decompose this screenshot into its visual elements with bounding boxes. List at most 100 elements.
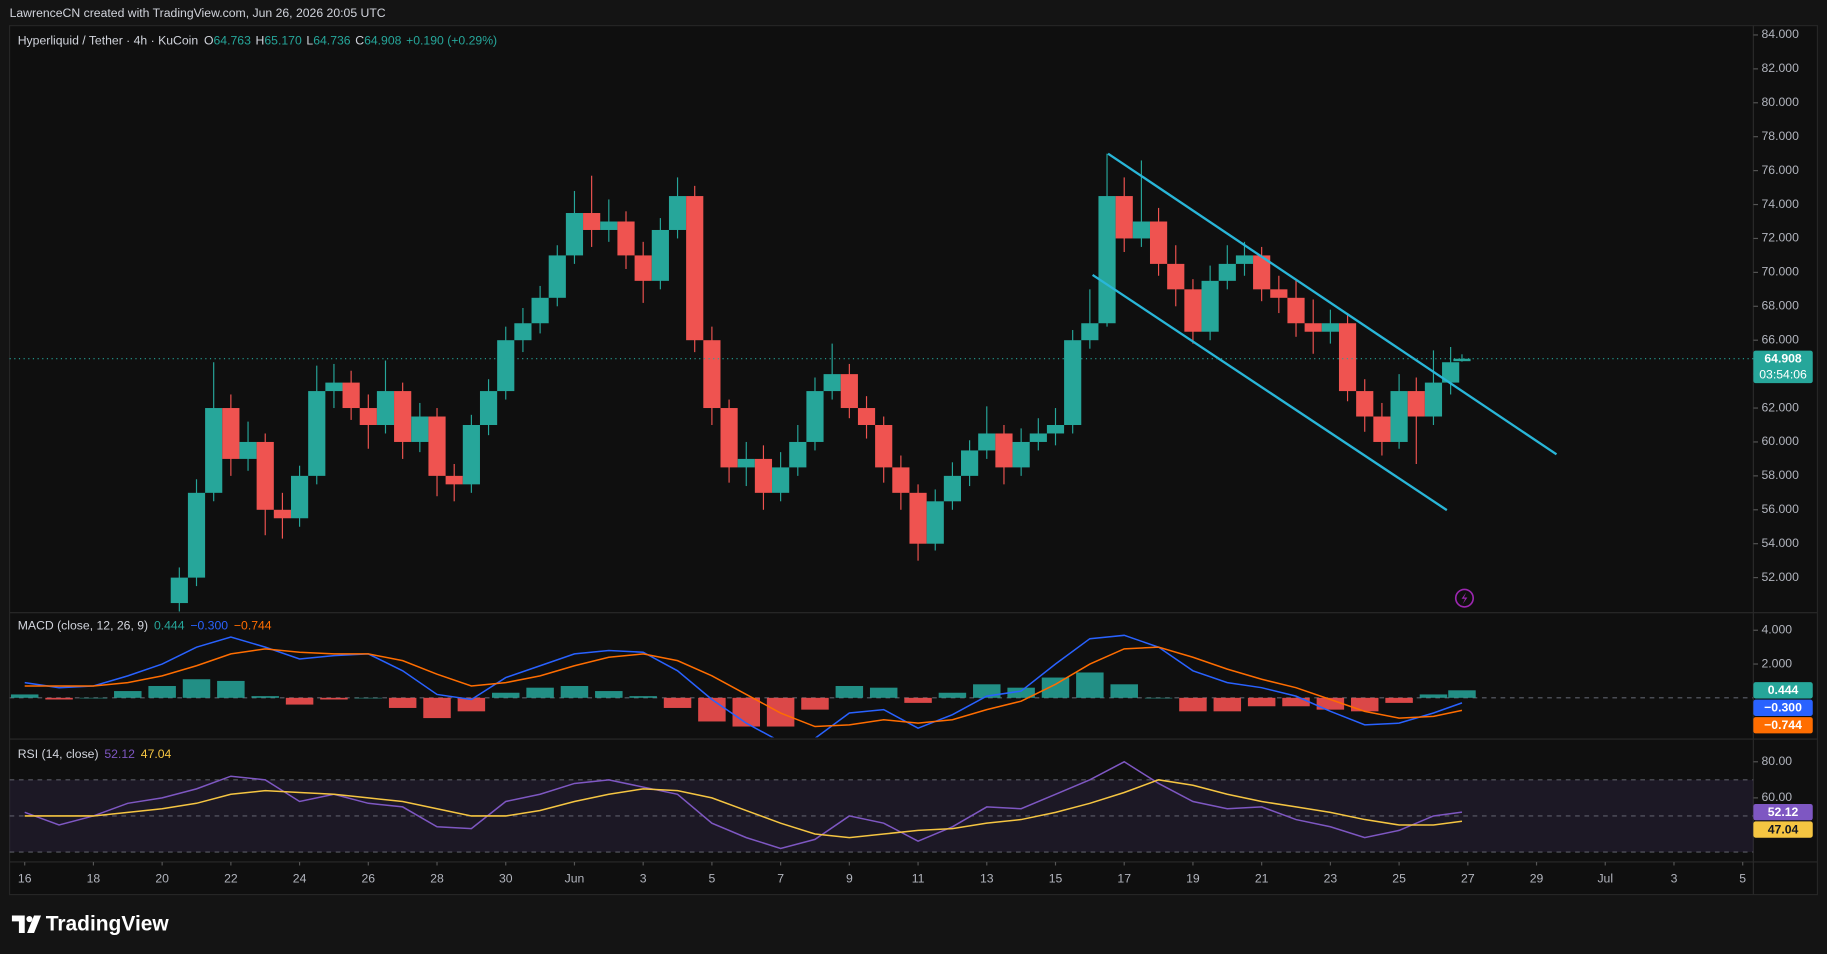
candle-body xyxy=(909,492,927,544)
indicator-legend: MACD (close, 12, 26, 9) 0.444 −0.300 −0.744 xyxy=(18,619,272,633)
brand-logo[interactable]: TradingView xyxy=(11,912,170,935)
y-tick-label: 60.00 xyxy=(1762,790,1793,804)
candle-body xyxy=(565,213,584,256)
histogram-bar xyxy=(629,696,657,698)
symbol-title: Hyperliquid / Tether · 4h · KuCoin xyxy=(18,34,198,48)
candle-body xyxy=(205,408,223,493)
y-tick-label: 84.000 xyxy=(1762,27,1800,41)
ohlc-value: 65.170 xyxy=(264,34,302,48)
candle-body xyxy=(823,374,841,392)
indicator-value: 52.12 xyxy=(104,747,135,761)
candle-body xyxy=(1184,289,1202,332)
histogram-bar xyxy=(835,685,864,698)
candle-body xyxy=(222,408,240,459)
axis-badge xyxy=(1753,803,1813,821)
x-tick-label: 23 xyxy=(1324,872,1338,886)
candle-body xyxy=(1253,255,1271,290)
histogram-bar xyxy=(938,692,967,698)
histogram-bar xyxy=(801,697,829,710)
logo-mark[interactable] xyxy=(11,915,25,934)
candle-body xyxy=(308,391,326,476)
indicator-title: RSI (14, close) xyxy=(18,747,99,761)
y-tick-label: 68.000 xyxy=(1762,299,1800,313)
candle-body xyxy=(445,475,463,485)
alert-icon[interactable] xyxy=(1454,588,1475,608)
histogram-bar xyxy=(285,697,314,705)
candle-body xyxy=(703,340,721,409)
candle-body xyxy=(1132,221,1150,239)
pane xyxy=(9,634,1754,738)
candle-body xyxy=(1167,263,1185,290)
x-tick-label: 9 xyxy=(846,872,853,886)
x-tick-label: 21 xyxy=(1255,872,1269,886)
pane xyxy=(170,152,1558,612)
x-tick-label: 3 xyxy=(640,872,647,886)
alert-circle[interactable] xyxy=(1454,588,1475,608)
candle-body xyxy=(772,467,790,493)
x-tick-label: 17 xyxy=(1117,872,1131,886)
axis-badge xyxy=(1753,699,1813,716)
x-tick-label: 5 xyxy=(1739,872,1746,886)
histogram-bar xyxy=(320,697,348,700)
candle-body xyxy=(1098,196,1116,324)
attribution: LawrenceCN created with TradingView.com,… xyxy=(10,6,386,20)
candle-body xyxy=(892,467,910,493)
histogram-bar xyxy=(1350,697,1379,712)
last-price-badge xyxy=(1753,350,1813,384)
candle-body xyxy=(1407,391,1425,417)
histogram-bar xyxy=(457,697,486,712)
y-tick-label: 2.000 xyxy=(1762,656,1793,670)
axis-badge xyxy=(1753,717,1813,734)
axis-badge-label: 47.04 xyxy=(1768,822,1799,836)
x-tick-label: 16 xyxy=(18,872,32,886)
y-tick-label: 78.000 xyxy=(1762,129,1800,143)
y-tick-label: 54.000 xyxy=(1762,536,1800,550)
x-tick-label: 27 xyxy=(1461,872,1475,886)
y-tick-label: 80.000 xyxy=(1762,95,1800,109)
candle-body xyxy=(857,408,876,425)
candle-body xyxy=(875,424,893,468)
histogram-bar xyxy=(148,685,176,698)
ohlc-key: C xyxy=(355,34,364,48)
histogram-bar xyxy=(869,687,898,698)
brand[interactable]: TradingView xyxy=(46,912,170,935)
candle-body xyxy=(1012,441,1030,468)
ohlc-value: 64.736 xyxy=(313,34,351,48)
last-price-label: 64.908 xyxy=(1764,352,1802,366)
candle-body xyxy=(462,424,480,485)
histogram-bar xyxy=(251,696,279,698)
histogram-bar xyxy=(560,685,589,698)
axis-badge-label: 52.12 xyxy=(1768,805,1799,819)
histogram-bar xyxy=(182,679,211,698)
alert-bolt[interactable] xyxy=(1461,592,1468,604)
axis-badge-label: 0.444 xyxy=(1768,683,1799,697)
candle-body xyxy=(600,221,618,230)
ohlc-key: L xyxy=(306,34,313,48)
candle-body xyxy=(1338,323,1357,392)
logo-dot[interactable] xyxy=(26,916,33,923)
candle-body xyxy=(1356,391,1374,417)
candle-body xyxy=(651,229,669,281)
candle-body xyxy=(1064,340,1082,425)
candle-body xyxy=(806,391,824,442)
y-tick-label: 74.000 xyxy=(1762,197,1800,211)
trend-line xyxy=(1091,273,1448,512)
candle-body xyxy=(1235,255,1254,264)
x-tick-label: Jun xyxy=(565,872,585,886)
histogram-bar xyxy=(904,697,932,703)
logo-mark[interactable] xyxy=(27,915,42,934)
y-tick-label: 56.000 xyxy=(1762,502,1800,516)
indicator-value: −0.300 xyxy=(190,619,228,633)
candle-body xyxy=(1270,289,1288,298)
candle-body xyxy=(187,492,206,578)
indicator-title: MACD (close, 12, 26, 9) xyxy=(18,619,148,633)
histogram-bar xyxy=(354,697,383,699)
histogram-bar xyxy=(423,697,451,719)
candle-body xyxy=(479,391,498,425)
indicator-line xyxy=(24,779,1463,839)
candle-body xyxy=(1046,424,1065,434)
histogram-bar xyxy=(663,697,692,708)
x-tick-label: 18 xyxy=(87,872,101,886)
indicator-line xyxy=(24,646,1463,728)
